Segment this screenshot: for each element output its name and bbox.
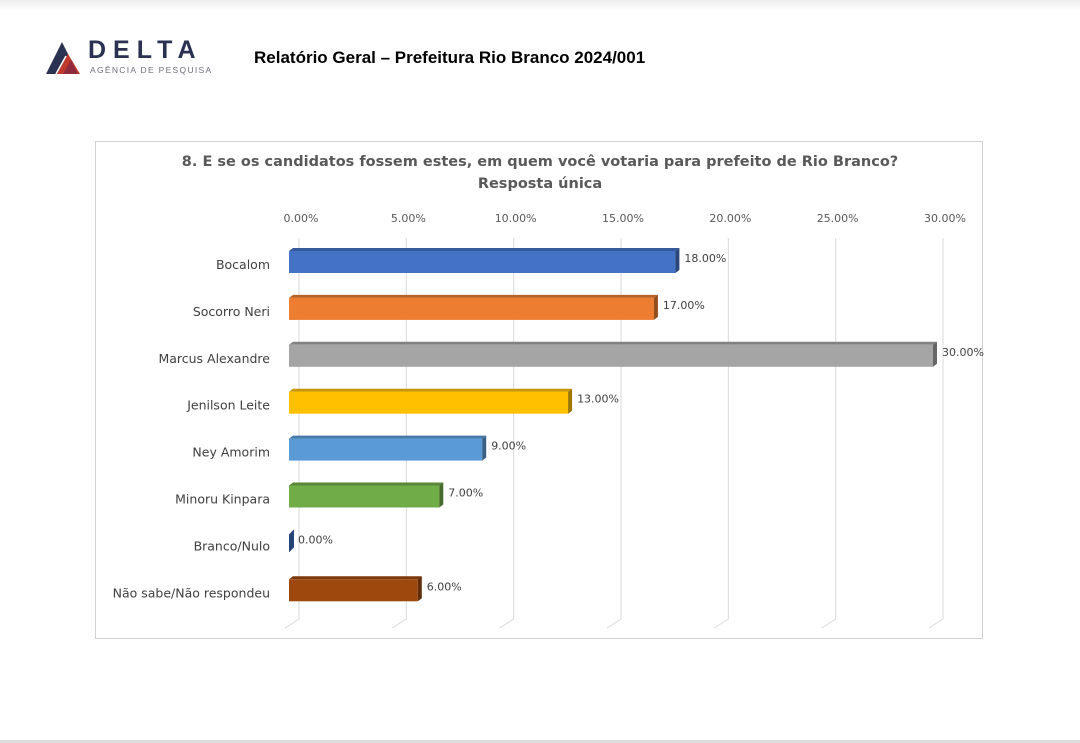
logo-tagline: AGÊNCIA DE PESQUISA [90, 65, 213, 75]
bar-side-face [933, 341, 937, 367]
bar-top-face [289, 576, 422, 580]
bar-chart: 0.00% 5.00% 10.00% 15.00% 20.00% 25.00% 30.00%… [113, 212, 984, 629]
bar-front-face [289, 579, 418, 602]
chart-title: 8. E se os candidatos fossem estes, em q… [181, 154, 899, 170]
category-label: Jenilson Leite [186, 398, 270, 413]
bar-front-face [289, 251, 676, 273]
gridline-foot [606, 618, 622, 629]
x-tick-label: 5.00% [391, 212, 426, 225]
category-label: Ney Amorim [192, 445, 270, 460]
delta-logo-icon [46, 42, 80, 75]
bars: Bocalom 18.00% Socorro Neri 17.00% Marcus Al… [113, 248, 984, 602]
value-label: 30.00% [942, 346, 984, 359]
bar [289, 294, 658, 320]
category-label: Branco/Nulo [194, 538, 270, 553]
gridline-foot [821, 618, 836, 629]
category-label: Bocalom [216, 257, 270, 272]
category-label: Socorro Neri [193, 304, 270, 319]
bar-top-face [289, 294, 658, 298]
category-label: Marcus Alexandre [158, 351, 270, 366]
x-tick-label: 0.00% [284, 212, 319, 225]
bar [289, 435, 487, 461]
bar-top-face [289, 435, 487, 439]
gridline-foot [928, 618, 944, 629]
bar-top-face [289, 341, 937, 345]
bar [289, 341, 937, 367]
x-tick-label: 15.00% [602, 212, 644, 225]
page-top-shade [0, 0, 1080, 10]
bar-side-face [675, 248, 680, 273]
bar-front-face [289, 485, 440, 508]
x-axis-ticks: 0.00% 5.00% 10.00% 15.00% 20.00% 25.00% 30.00% [284, 212, 966, 225]
bar-front-face [289, 438, 483, 461]
bar [289, 248, 680, 273]
chart-frame: 8. E se os candidatos fossem estes, em q… [95, 141, 984, 639]
bar [289, 388, 573, 414]
value-label: 9.00% [491, 440, 526, 453]
value-label: 6.00% [427, 580, 462, 593]
bar-side-face [568, 388, 573, 414]
bar-front-face [289, 297, 654, 320]
bar [289, 529, 294, 553]
gridline-foot [499, 618, 514, 629]
gridline-foot [284, 618, 300, 629]
x-tick-label: 25.00% [817, 212, 859, 225]
bar-front-face [289, 344, 933, 367]
x-tick-label: 10.00% [495, 212, 537, 225]
value-label: 7.00% [448, 487, 483, 500]
value-label: 17.00% [663, 299, 705, 312]
x-tick-label: 20.00% [709, 212, 751, 225]
chart-subtitle: Resposta única [477, 176, 603, 192]
gridline-foot [392, 618, 407, 629]
value-label: 18.00% [684, 252, 726, 265]
bar-side-face [439, 482, 444, 508]
bar-side-face [417, 576, 422, 602]
bar-top-face [289, 482, 444, 486]
bar-side-face [482, 435, 487, 461]
bar-side-face [289, 529, 294, 553]
report-title: Relatório Geral – Prefeitura Rio Branco … [254, 48, 646, 67]
value-label: 0.00% [298, 533, 333, 546]
x-tick-label: 30.00% [924, 212, 966, 225]
value-label: 13.00% [577, 393, 619, 406]
bar [289, 482, 444, 508]
bar-side-face [653, 294, 658, 320]
delta-logo: DELTA AGÊNCIA DE PESQUISA [44, 36, 214, 80]
category-label: Não sabe/Não respondeu [113, 585, 270, 600]
bar-top-face [289, 388, 573, 392]
bar-top-face [289, 248, 680, 251]
logo-name: DELTA [88, 36, 203, 64]
page-bottom-rule [0, 740, 1080, 743]
bar [289, 576, 422, 602]
category-label: Minoru Kinpara [175, 492, 270, 507]
gridline-foot [714, 618, 729, 629]
bar-front-face [289, 391, 569, 414]
